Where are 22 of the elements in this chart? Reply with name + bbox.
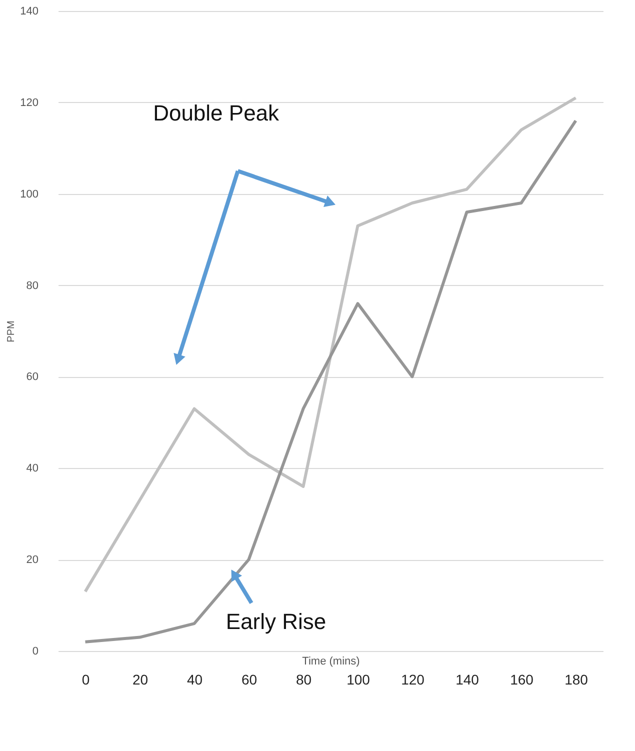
x-tick-label: 40	[186, 672, 203, 688]
y-tick-label: 140	[20, 6, 38, 18]
y-axis-title: PPM	[6, 320, 18, 342]
x-tick-label: 160	[510, 672, 534, 688]
x-tick-label: 80	[296, 672, 312, 688]
annotation: Double Peak	[153, 100, 280, 126]
x-tick-label: 60	[241, 672, 258, 688]
y-tick-label: 0	[32, 646, 38, 658]
y-tick-label: 120	[20, 96, 38, 109]
x-tick-label: 180	[564, 672, 588, 688]
x-axis-title: Time (mins)	[302, 656, 360, 668]
x-tick-label: 120	[401, 672, 425, 688]
x-tick-label: 140	[456, 672, 480, 688]
y-tick-label: 80	[26, 280, 38, 292]
y-tick-label: 20	[26, 554, 38, 566]
x-tick-label: 20	[132, 672, 148, 688]
x-tick-label: 0	[82, 672, 90, 688]
y-tick-label: 60	[26, 371, 38, 384]
y-tick-label: 100	[20, 188, 38, 200]
y-tick-label: 40	[26, 462, 38, 475]
annotation: Early Rise	[226, 609, 326, 634]
x-tick-label: 100	[346, 672, 370, 688]
